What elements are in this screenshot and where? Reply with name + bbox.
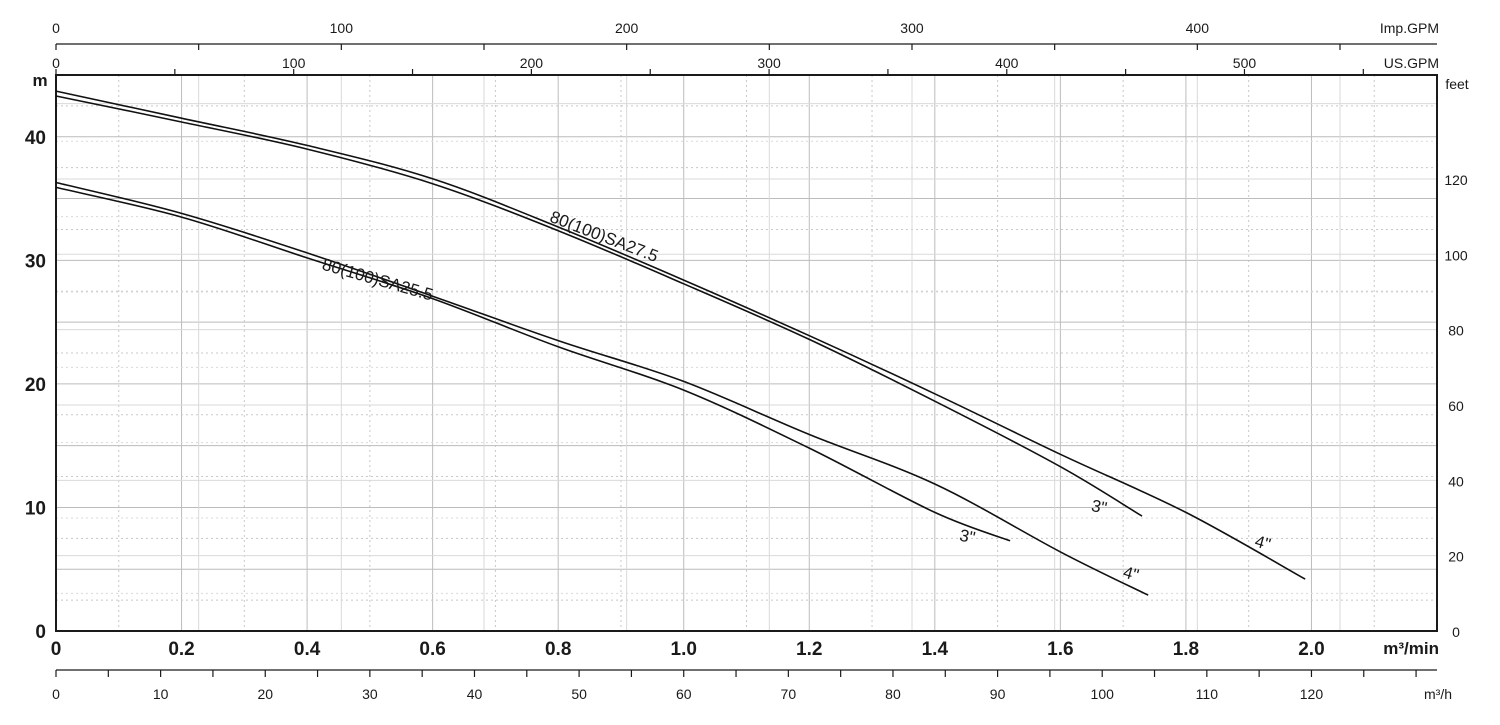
usgpm-tick-label: 200 [520, 55, 544, 71]
impgpm-unit-label: Imp.GPM [1380, 20, 1439, 36]
m3min-tick-label: 1.4 [922, 639, 949, 660]
curve-name-label: 80(100)SA27.5 [547, 207, 661, 266]
m3h-tick-label: 50 [571, 686, 587, 702]
usgpm-tick-label: 300 [757, 55, 781, 71]
curve-size-label: 4" [1253, 532, 1273, 555]
grid [56, 75, 1437, 631]
m3h-tick-label: 80 [885, 686, 901, 702]
m3min-tick-label: 0.4 [294, 639, 321, 660]
impgpm-tick-label: 400 [1186, 20, 1210, 36]
plot-frame [55, 74, 1438, 632]
impgpm-tick-label: 100 [330, 20, 354, 36]
m3min-tick-label: 0.8 [545, 639, 571, 660]
plot-border [55, 74, 1438, 632]
feet-tick-label: 100 [1444, 247, 1468, 263]
feet-tick-label: 120 [1444, 172, 1468, 188]
m3h-tick-label: 40 [467, 686, 483, 702]
feet-unit-label: feet [1445, 76, 1468, 92]
m3h-tick-label: 100 [1091, 686, 1115, 702]
m3h-unit-label: m³/h [1424, 686, 1452, 702]
m3h-tick-label: 70 [781, 686, 797, 702]
series-curve-2 [55, 186, 1011, 542]
usgpm-unit-label: US.GPM [1384, 55, 1439, 71]
impgpm-tick-label: 300 [900, 20, 924, 36]
series-curve-1 [55, 90, 1306, 580]
series-layer [55, 90, 1306, 596]
m3h-tick-label: 120 [1300, 686, 1324, 702]
usgpm-tick-label: 100 [282, 55, 306, 71]
curve-name-label: 80(100)SA25.5 [320, 255, 435, 305]
curve-size-label: 3" [958, 526, 977, 548]
m3min-tick-label: 1.0 [671, 639, 697, 660]
feet-tick-label: 20 [1448, 549, 1464, 565]
series-curve-3 [55, 181, 1149, 596]
m3min-tick-label: 0.2 [168, 639, 194, 660]
feet-tick-label: 80 [1448, 323, 1464, 339]
m3h-tick-label: 30 [362, 686, 378, 702]
impgpm-tick-label: 0 [52, 20, 60, 36]
usgpm-tick-label: 400 [995, 55, 1019, 71]
m-tick-label: 10 [25, 498, 46, 519]
m3h-tick-label: 10 [153, 686, 169, 702]
m3min-tick-label: 1.6 [1047, 639, 1073, 660]
feet-tick-label: 40 [1448, 473, 1464, 489]
feet-tick-label: 0 [1452, 624, 1460, 640]
curve-size-label: 4" [1121, 563, 1141, 586]
usgpm-tick-label: 500 [1233, 55, 1257, 71]
feet-tick-label: 60 [1448, 398, 1464, 414]
m3min-tick-label: 0.6 [419, 639, 445, 660]
m-tick-label: 40 [25, 128, 46, 149]
m3min-tick-label: 1.8 [1173, 639, 1199, 660]
m-tick-label: 0 [35, 622, 46, 643]
m3h-tick-label: 20 [257, 686, 273, 702]
m-tick-label: 30 [25, 251, 46, 272]
curve-size-label: 3" [1090, 496, 1109, 518]
m3h-tick-label: 60 [676, 686, 692, 702]
impgpm-tick-label: 200 [615, 20, 639, 36]
m3min-tick-label: 2.0 [1298, 639, 1324, 660]
usgpm-tick-label: 0 [52, 55, 60, 71]
m3min-unit-label: m³/min [1383, 639, 1439, 658]
m3min-tick-label: 1.2 [796, 639, 822, 660]
m3h-tick-label: 0 [52, 686, 60, 702]
annotations-layer: 80(100)SA27.5 80(100)SA25.5 3" 4" 3" 4" [320, 207, 1273, 585]
m-tick-label: 20 [25, 375, 46, 396]
m-unit-label: m [32, 71, 47, 90]
m3h-tick-label: 90 [990, 686, 1006, 702]
series-curve-0 [55, 95, 1143, 517]
m3min-tick-label: 0 [51, 639, 62, 660]
m3h-tick-label: 110 [1196, 686, 1219, 702]
